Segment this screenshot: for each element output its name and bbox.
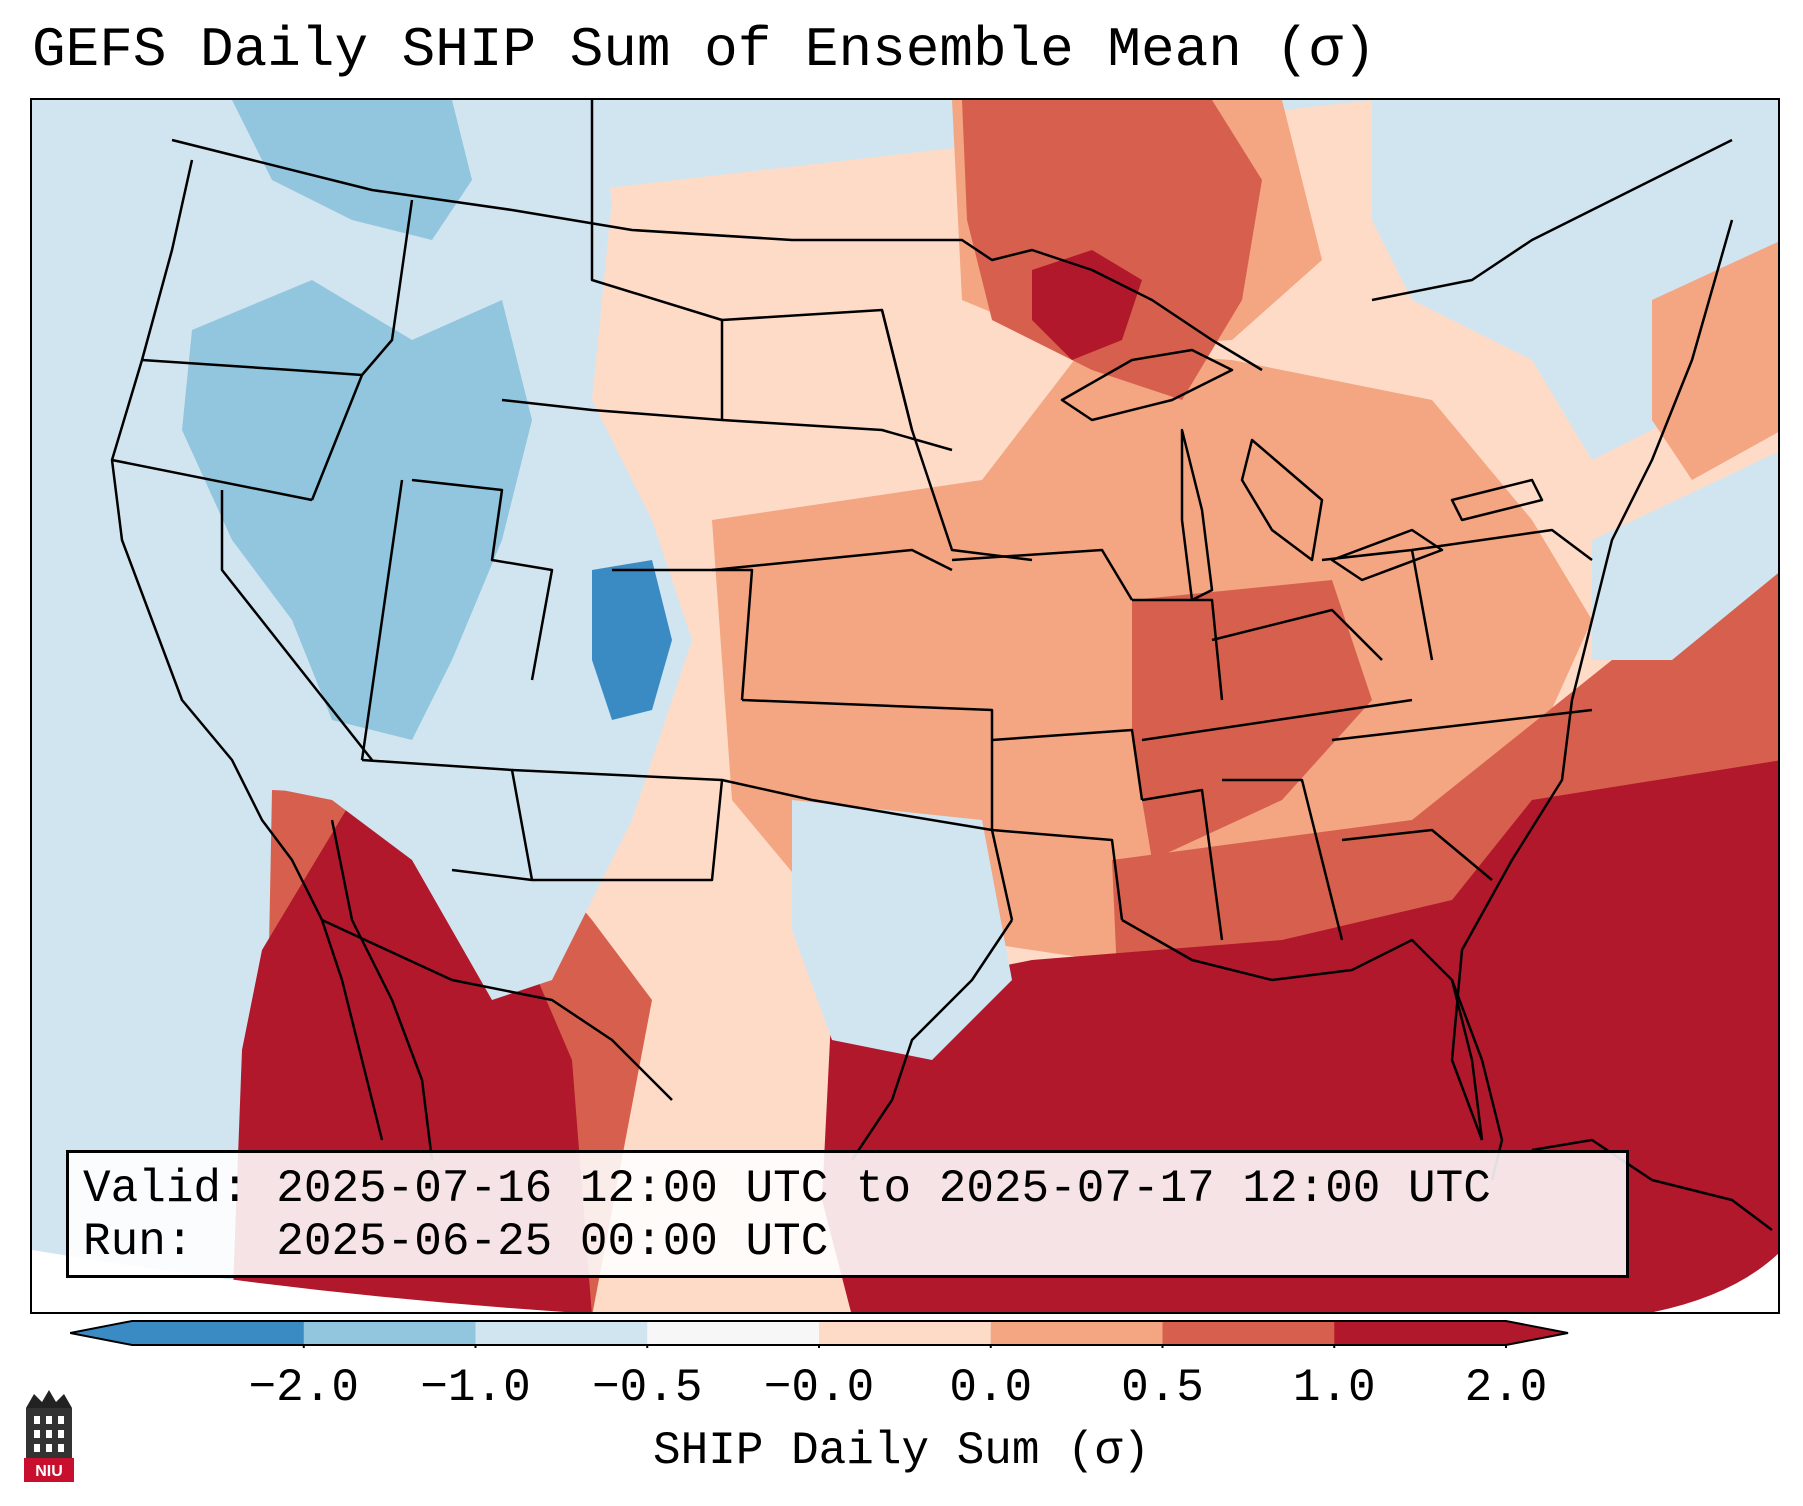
valid-run-info-box: Valid: 2025-07-16 12:00 UTC to 2025-07-1… [66,1150,1629,1278]
border-ar-la [991,828,1124,921]
university-tower-icon: NIU [24,1390,74,1482]
run-time-text: Run: 2025-06-25 00:00 UTC [83,1216,829,1268]
map-edge-corner-right [1653,1253,1778,1312]
colorbar-segment [1162,1321,1335,1345]
border-wy [501,398,723,422]
map-svg [32,100,1778,1312]
lake-michigan [1180,428,1214,602]
lake-huron [1240,438,1324,562]
colorbar-segment [990,1321,1163,1345]
border-ks-ok [741,698,994,830]
border-tn-ky [1141,698,1413,742]
border-ut-co [411,478,554,681]
colorbar-segment [475,1321,648,1345]
colorbar [70,1320,1569,1348]
map-edge-corner [32,1250,566,1312]
colorbar-segment [303,1321,476,1345]
gulf-coast [1121,918,1484,1141]
colorbar-segment [1334,1321,1507,1345]
colorbar-segments [70,1321,1568,1348]
field-peach-newengland-coast [1652,241,1778,480]
valid-time-text: Valid: 2025-07-16 12:00 UTC to 2025-07-1… [83,1163,1491,1215]
border-sd-ne [721,418,953,452]
colorbar-tick-label: −0.0 [763,1362,875,1414]
colorbar-outline [70,1320,1569,1346]
us-canada-border-east [1371,138,1733,302]
chart-title: GEFS Daily SHIP Sum of Ensemble Mean (σ) [32,18,1377,82]
us-canada-border [171,138,1263,372]
colorbar-segment [647,1321,820,1345]
border-mt-dakotas [590,100,724,420]
field-bluestrong-colorado [592,560,672,720]
border-co-ks [612,568,754,701]
colorbar-segment [132,1321,305,1345]
colorbar-tick-label: −2.0 [248,1362,359,1414]
border-or-ca [111,458,313,502]
field-red-ohio-valley [1132,580,1372,860]
border-ms-al [1141,788,1224,941]
border-ia-mo [951,548,1134,601]
border-id [310,199,414,501]
colorbar-tick-label: −0.5 [592,1362,703,1414]
lake-ontario [1450,478,1544,522]
colorbar-extend-max [1506,1321,1568,1345]
border-pa-ny [1411,528,1593,561]
lake-superior [1060,348,1234,422]
mexico-border [321,918,673,1101]
border-va-nc [1331,708,1593,742]
border-mo-ar [991,728,1144,801]
colorbar-segment [819,1321,992,1345]
state-borders [110,100,1773,1231]
colorbar-tick-label: 2.0 [1464,1362,1548,1414]
border-ne-ks [711,548,953,572]
border-nm-tx [511,768,724,882]
texas-coast [850,919,1014,1161]
border-tx-ok [721,778,1014,921]
border-nv-ut [360,479,404,761]
atlantic-coast [1450,219,1734,1141]
border-wa-or [141,358,363,377]
baja-california [330,819,434,1161]
pacific-coast [110,159,384,1141]
colorbar-tick-label: −1.0 [420,1362,531,1414]
border-nv-ca [220,490,373,761]
field-lightblue-northwest [182,280,532,740]
border-az-nm [361,758,534,882]
border-mn [880,309,1033,562]
border-ky-oh [1211,608,1383,661]
border-al-ga [1222,778,1344,941]
cuba-outline [1531,1138,1773,1231]
colorbar-label: SHIP Daily Sum (σ) [653,1425,1150,1477]
colorbar-tick-label: 0.5 [1121,1362,1204,1414]
colorbar-extend-min [70,1321,132,1345]
lake-erie [1330,528,1444,582]
border-sc-ga [1341,828,1493,881]
field-paleblue-atlantic [1592,451,1778,660]
field-darkred-greatlakes [1032,250,1142,360]
border-in-il [1132,598,1224,701]
colorbar-tick-label: 1.0 [1292,1362,1376,1414]
map-panel [30,98,1780,1314]
colorbar-tick-label: 0.0 [949,1362,1033,1414]
logo-text: NIU [35,1463,63,1480]
